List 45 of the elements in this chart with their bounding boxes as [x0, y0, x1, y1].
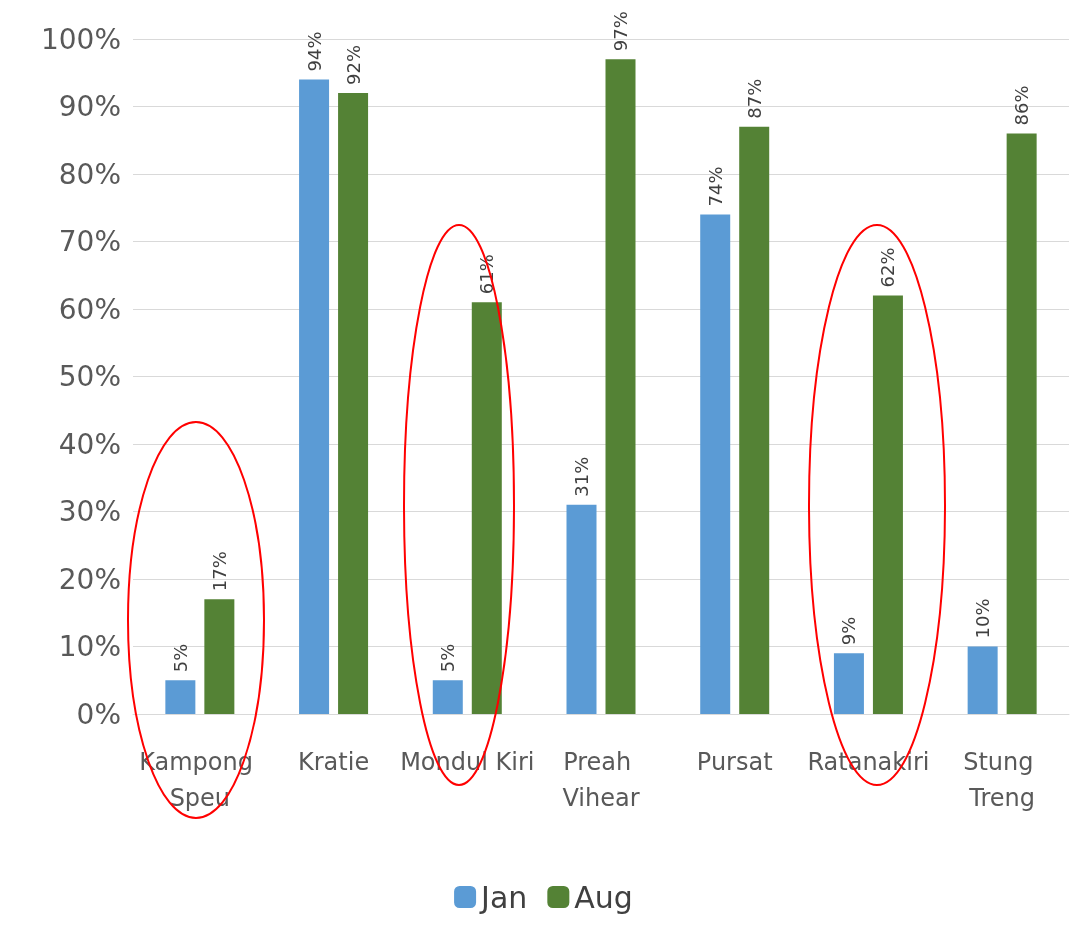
bar	[204, 599, 235, 714]
y-tick-label: 80%	[58, 157, 121, 191]
bar	[1006, 133, 1037, 714]
data-label: 86%	[1011, 85, 1033, 126]
y-tick-label: 20%	[58, 562, 121, 596]
data-label: 10%	[972, 598, 994, 639]
data-label: 31%	[571, 456, 592, 497]
bar	[432, 680, 463, 714]
data-label: 5%	[169, 643, 191, 673]
data-label: 61%	[476, 254, 498, 295]
x-tick-label: Preah Vihear	[562, 748, 640, 812]
legend-label: Jan	[479, 879, 528, 915]
bar	[299, 79, 330, 714]
data-label: 87%	[743, 78, 765, 119]
y-tick-label: 90%	[58, 90, 121, 123]
y-tick-label: 100%	[40, 22, 121, 56]
x-tick-label: Pursat	[696, 748, 773, 776]
bar	[833, 653, 864, 714]
bar	[471, 302, 502, 714]
bar	[700, 214, 731, 714]
y-tick-label: 0%	[76, 697, 121, 731]
x-tick-label: Kratie	[297, 748, 370, 776]
y-tick-label: 50%	[58, 360, 121, 393]
y-tick-label: 60%	[58, 292, 121, 326]
y-tick-label: 10%	[58, 630, 121, 663]
bar	[605, 59, 636, 714]
y-tick-label: 30%	[58, 495, 121, 528]
bar	[165, 680, 196, 714]
bar	[739, 126, 770, 714]
data-label: 97%	[610, 11, 631, 52]
bar	[967, 646, 998, 714]
data-label: 9%	[838, 616, 860, 646]
y-tick-label: 70%	[58, 225, 121, 258]
x-tick-label: Stung Treng	[963, 748, 1042, 812]
data-label: 17%	[208, 551, 230, 592]
data-label: 94%	[303, 31, 325, 72]
bar	[872, 295, 903, 714]
legend-label: Aug	[574, 879, 633, 915]
data-label: 5%	[437, 643, 459, 673]
y-tick-label: 40%	[58, 427, 121, 461]
data-label: 92%	[342, 44, 364, 85]
bar	[566, 504, 597, 714]
data-label: 74%	[704, 166, 726, 207]
bar	[338, 93, 369, 714]
data-label: 62%	[877, 247, 899, 288]
